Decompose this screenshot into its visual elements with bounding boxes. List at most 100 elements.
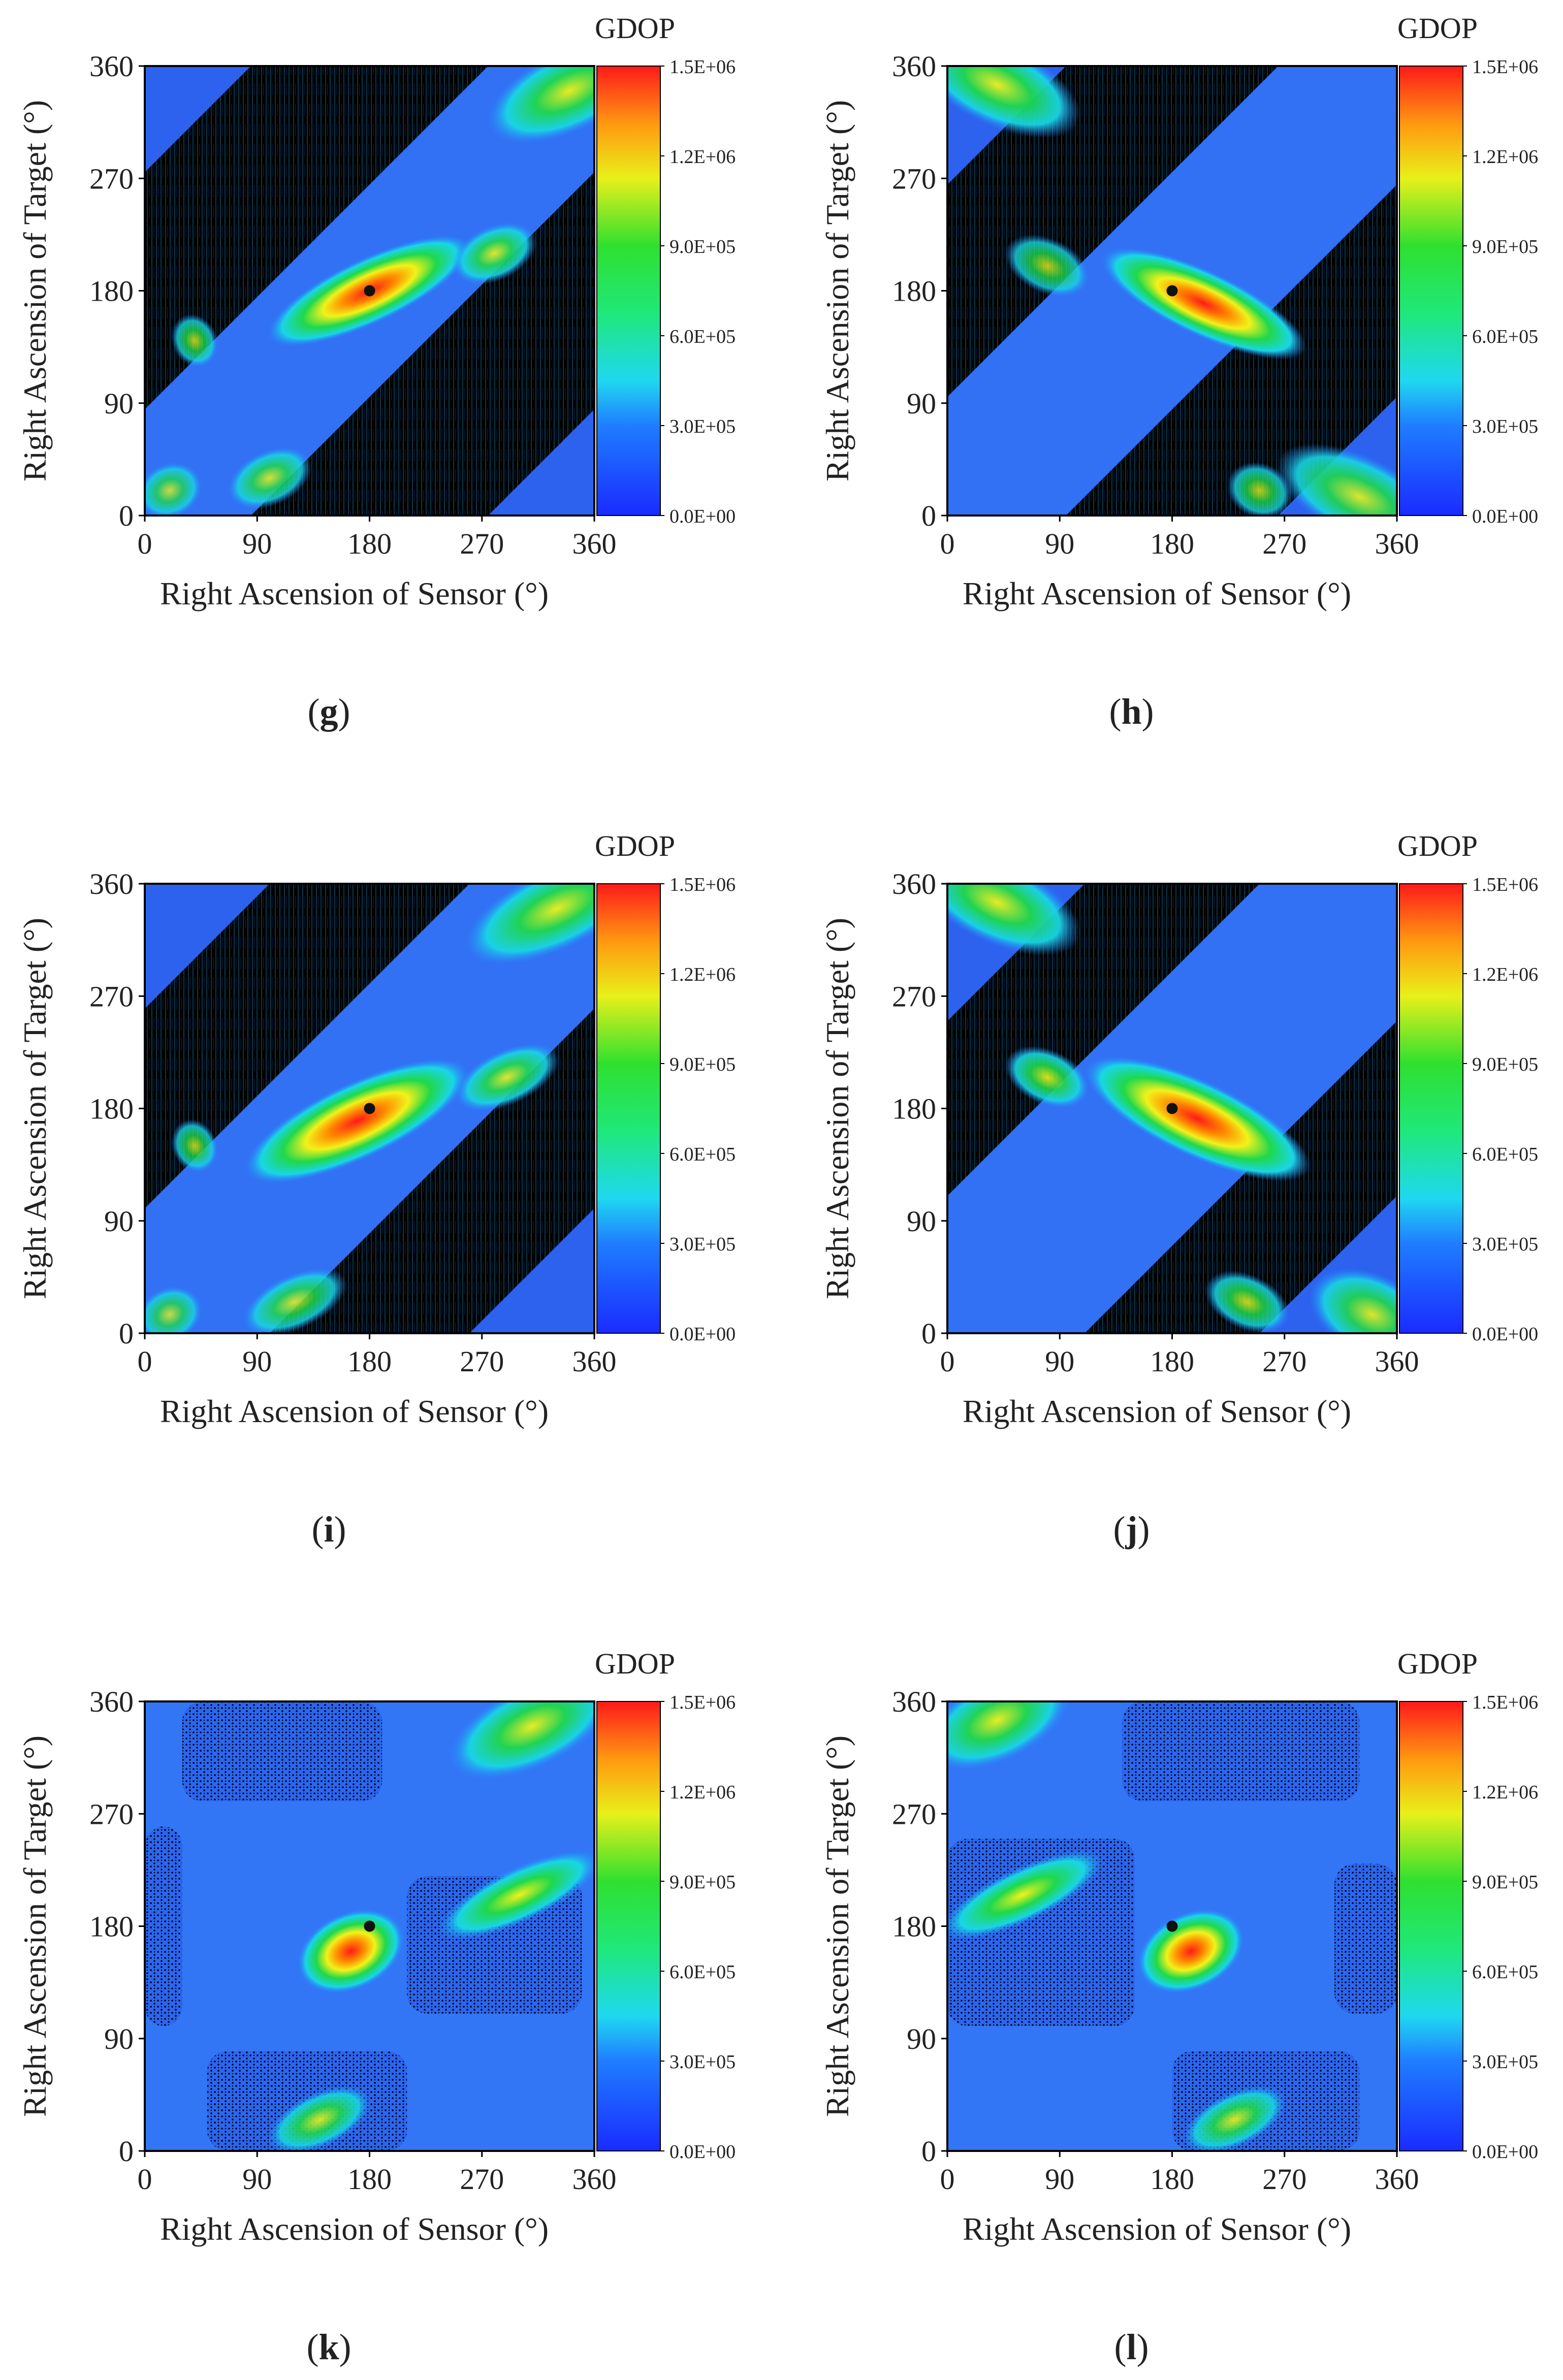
x-tick-label: 180: [1150, 1345, 1194, 1378]
x-tick-label: 360: [1375, 2163, 1419, 2196]
y-tick-label: 90: [104, 2022, 134, 2055]
x-axis-label: Right Ascension of Sensor (°): [963, 2211, 1351, 2247]
y-tick-label: 0: [921, 2135, 936, 2168]
x-axis-label: Right Ascension of Sensor (°): [160, 575, 549, 612]
y-tick-label: 0: [119, 2135, 134, 2168]
hot-spot-0: [297, 1909, 404, 1993]
plot-area: [947, 1701, 1397, 2151]
colorbar-tick-label: 1.2E+06: [1472, 964, 1538, 985]
hot-spot-4: [1227, 462, 1292, 516]
x-tick-label: 270: [460, 527, 504, 560]
colorbar-tick-label: 3.0E+05: [669, 2051, 736, 2073]
y-tick-label: 360: [892, 1685, 936, 1718]
x-tick-label: 0: [940, 1345, 955, 1378]
y-axis-label: Right Ascension of Target (°): [17, 918, 53, 1299]
y-tick-label: 360: [89, 1685, 134, 1718]
y-axis-label: Right Ascension of Target (°): [17, 1735, 53, 2117]
y-tick-label: 270: [89, 162, 134, 195]
x-tick-label: 180: [347, 2163, 392, 2196]
colorbar-tick-label: 1.5E+06: [1472, 1692, 1538, 1713]
panel-label-letter: g: [320, 691, 338, 732]
colorbar: [1399, 1701, 1463, 2151]
undefined-region-0: [182, 1701, 382, 1802]
panel-label: (h): [1109, 691, 1154, 732]
hot-spot-2: [1308, 1267, 1397, 1333]
x-tick-label: 270: [460, 1345, 504, 1378]
x-axis-label: Right Ascension of Sensor (°): [963, 1393, 1351, 1429]
reference-point-marker: [364, 1103, 375, 1114]
panel-label: (l): [1114, 2327, 1149, 2367]
colorbar-tick-label: 6.0E+05: [669, 326, 736, 347]
colorbar-tick-label: 6.0E+05: [1472, 1961, 1538, 1983]
colorbar-tick-label: 3.0E+05: [1472, 2051, 1538, 2073]
x-tick-label: 90: [1045, 1345, 1074, 1378]
panel-label-letter: k: [318, 2327, 339, 2367]
hot-spot-5: [171, 314, 218, 368]
colorbar-tick-label: 3.0E+05: [1472, 1234, 1538, 1255]
y-tick-label: 0: [119, 499, 134, 532]
x-tick-label: 270: [1262, 1345, 1306, 1378]
colorbar-tick-label: 0.0E+00: [1472, 506, 1538, 527]
colorbar-tick-label: 1.5E+06: [669, 56, 736, 78]
colorbar-tick-label: 6.0E+05: [1472, 1144, 1538, 1165]
y-tick-label: 90: [907, 2022, 936, 2055]
y-tick-label: 180: [89, 275, 134, 308]
x-tick-label: 90: [1045, 527, 1074, 560]
colorbar-tick-label: 1.5E+06: [669, 874, 736, 895]
plot-area: [145, 66, 594, 516]
colorbar-title: GDOP: [1397, 829, 1478, 862]
y-tick-label: 180: [89, 1092, 134, 1125]
reference-point-marker: [364, 1920, 375, 1932]
x-tick-label: 360: [572, 2163, 617, 2196]
panel-label: (g): [308, 691, 350, 732]
panel-label-letter: j: [1125, 1509, 1138, 1550]
hot-spot-0: [244, 1058, 470, 1184]
x-tick-label: 360: [1375, 1345, 1419, 1378]
y-axis-label: Right Ascension of Target (°): [819, 918, 855, 1299]
x-tick-label: 0: [138, 1345, 152, 1378]
panel-label-letter: l: [1126, 2327, 1136, 2367]
colorbar-tick-label: 9.0E+05: [1472, 236, 1538, 258]
colorbar-tick-label: 1.2E+06: [669, 964, 736, 985]
x-tick-label: 0: [138, 527, 152, 560]
x-tick-label: 180: [1150, 2163, 1194, 2196]
undefined-region-0: [1122, 1701, 1360, 1802]
y-tick-label: 0: [921, 1317, 936, 1350]
reference-point-marker: [1166, 1103, 1178, 1114]
hot-spot-3: [1005, 234, 1090, 297]
y-tick-label: 360: [89, 867, 134, 900]
hot-spot-3: [1182, 2085, 1287, 2151]
panel-label-letter: i: [324, 1509, 334, 1550]
valid-band-wrap: [488, 409, 594, 516]
hot-spot-3: [267, 2085, 372, 2151]
chart-panel-l: 0 90 180 270 360 0 90 180 270 360 Right Ascension …: [819, 1647, 1538, 2367]
colorbar: [596, 66, 661, 516]
colorbar-title: GDOP: [595, 12, 675, 45]
panel-label-letter: h: [1121, 691, 1141, 732]
colorbar-tick-label: 9.0E+05: [669, 1054, 736, 1075]
colorbar-tick-label: 0.0E+00: [669, 506, 736, 527]
panel-label: (k): [306, 2327, 351, 2367]
x-axis-label: Right Ascension of Sensor (°): [963, 575, 1351, 612]
hot-spot-3: [242, 1267, 347, 1333]
hot-spot-0: [1083, 1055, 1311, 1181]
hot-spot-5: [171, 1119, 218, 1173]
valid-band-wrap: [145, 884, 270, 1009]
hot-spot-2: [452, 222, 537, 285]
x-tick-label: 360: [572, 527, 617, 560]
colorbar-title: GDOP: [595, 1647, 675, 1680]
colorbar-title: GDOP: [1397, 1647, 1478, 1680]
x-tick-label: 180: [347, 527, 392, 560]
x-tick-label: 90: [1045, 2163, 1074, 2196]
y-tick-label: 90: [104, 1205, 134, 1238]
chart-panel-g: 0 90 180 270 360 0 90 180 270 360 Right Ascension …: [17, 12, 736, 732]
colorbar-tick-label: 6.0E+05: [669, 1961, 736, 1983]
colorbar-tick-label: 9.0E+05: [669, 236, 736, 258]
x-axis-label: Right Ascension of Sensor (°): [160, 2211, 549, 2247]
hot-spot-1: [947, 66, 1081, 138]
hot-spot-2: [1276, 443, 1397, 516]
chart-panel-j: 0 90 180 270 360 0 90 180 270 360 Right Ascension …: [819, 829, 1538, 1550]
hot-spot-1: [463, 884, 594, 966]
chart-panel-i: 0 90 180 270 360 0 90 180 270 360 Right Ascension …: [17, 829, 736, 1550]
